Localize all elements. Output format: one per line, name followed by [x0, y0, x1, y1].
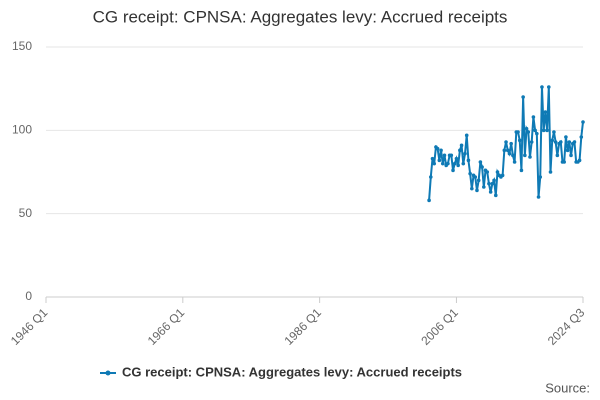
point	[488, 190, 493, 194]
point	[500, 173, 505, 178]
point	[464, 133, 469, 138]
point	[538, 175, 543, 179]
point	[511, 153, 515, 158]
point	[475, 188, 479, 193]
point	[564, 135, 568, 139]
point	[446, 161, 450, 166]
legend-label: CG receipt: CPNSA: Aggregates levy: Accr…	[122, 364, 462, 379]
point	[463, 151, 467, 156]
x-tick-label: 1946 Q1	[8, 305, 51, 348]
point	[478, 160, 483, 164]
source: Source:	[545, 380, 590, 395]
point	[440, 161, 445, 166]
point	[430, 156, 435, 161]
point	[529, 140, 534, 144]
y-tick-label: 100	[12, 123, 32, 137]
point	[480, 165, 484, 169]
point	[432, 161, 437, 166]
point	[524, 126, 529, 131]
point	[435, 146, 440, 151]
point	[555, 153, 560, 158]
x-tick-label: 2024 Q3	[545, 305, 588, 348]
point	[456, 163, 460, 168]
point	[470, 186, 474, 191]
point	[476, 178, 481, 183]
point	[437, 158, 442, 163]
point	[531, 115, 536, 119]
point	[517, 138, 522, 143]
point	[536, 195, 541, 199]
point	[509, 141, 513, 146]
point	[504, 140, 508, 144]
point	[492, 178, 496, 183]
point	[461, 161, 466, 166]
point	[541, 128, 546, 133]
point	[439, 148, 443, 153]
point	[572, 140, 577, 144]
point	[526, 130, 531, 134]
point	[545, 128, 549, 133]
point	[533, 128, 537, 133]
y-tick-label: 0	[25, 289, 32, 303]
point	[528, 155, 532, 159]
point	[567, 140, 572, 144]
point	[581, 120, 585, 124]
point	[519, 168, 524, 173]
point	[505, 148, 510, 153]
point	[516, 130, 520, 134]
point	[428, 175, 433, 179]
point	[482, 185, 486, 189]
point	[468, 171, 472, 176]
point	[458, 148, 462, 153]
point	[577, 158, 582, 163]
point	[442, 153, 447, 158]
point	[449, 153, 454, 158]
point	[427, 198, 431, 203]
point	[487, 181, 491, 186]
point	[473, 175, 478, 179]
point	[495, 170, 500, 174]
point	[493, 193, 498, 198]
point	[521, 95, 525, 99]
point	[562, 160, 566, 164]
point	[454, 156, 459, 161]
point	[485, 170, 490, 174]
point	[523, 153, 527, 158]
point	[512, 160, 517, 164]
y-tick-label: 50	[19, 206, 33, 220]
x-tick-label: 1966 Q1	[145, 305, 188, 348]
point	[558, 140, 563, 144]
point	[451, 168, 455, 173]
y-tick-label: 150	[12, 39, 32, 53]
point	[553, 140, 558, 144]
point	[466, 158, 471, 163]
x-tick-label: 2006 Q1	[418, 305, 461, 348]
legend-marker	[105, 370, 111, 376]
point	[546, 85, 551, 89]
chart-title: CG receipt: CPNSA: Aggregates levy: Accr…	[93, 7, 508, 26]
point	[490, 181, 495, 186]
point	[459, 143, 464, 148]
point	[569, 153, 573, 158]
point	[552, 130, 556, 134]
point	[502, 148, 507, 153]
point	[540, 85, 544, 89]
point	[507, 151, 512, 156]
point	[548, 170, 553, 174]
point	[550, 138, 555, 143]
x-tick-label: 1986 Q1	[282, 305, 325, 348]
point	[543, 110, 548, 114]
point	[565, 148, 570, 153]
point	[535, 131, 539, 136]
point	[579, 135, 584, 139]
point	[452, 161, 457, 166]
